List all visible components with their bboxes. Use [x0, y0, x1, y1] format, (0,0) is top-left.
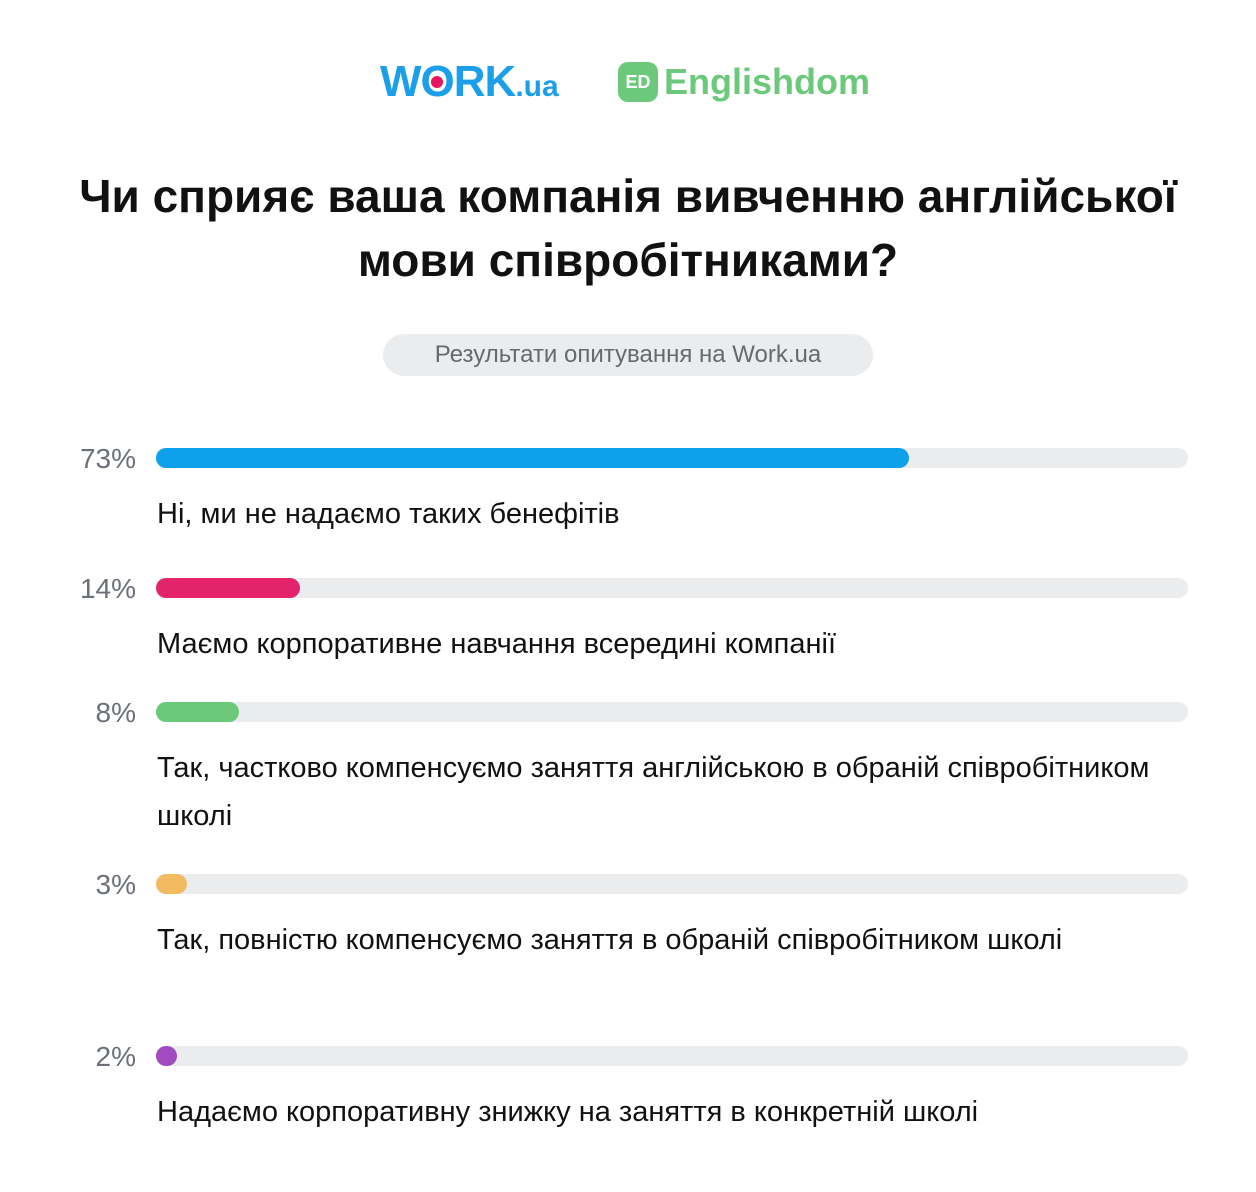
- bar-track: [156, 448, 1188, 468]
- bar: [156, 448, 910, 468]
- bar-value-label: 8%: [95, 697, 136, 728]
- englishdom-badge-icon: ED: [618, 62, 658, 102]
- bar-category-label: Так, частково компенсуємо заняття англій…: [157, 752, 1150, 832]
- work-ua-logo-o-icon: O: [421, 58, 455, 106]
- bar-track: [156, 1046, 1188, 1066]
- bar-category-label: Надаємо корпоративну знижку на заняття в…: [157, 1096, 979, 1128]
- survey-source-badge: Результати опитування на Work.ua: [383, 334, 873, 376]
- bar-category-label: Так, повністю компенсуємо заняття в обра…: [157, 924, 1063, 956]
- bar-value-label: 2%: [95, 1041, 136, 1072]
- bar: [156, 874, 187, 894]
- bar-value-label: 73%: [79, 443, 136, 474]
- bar: [156, 702, 239, 722]
- englishdom-logo: ED Englishdom: [618, 62, 870, 102]
- bar-track: [156, 702, 1188, 722]
- bar-track: [156, 578, 1188, 598]
- work-ua-logo: WORK.ua: [380, 57, 559, 106]
- bar-value-label: 14%: [79, 573, 136, 604]
- work-ua-logo-dot: [431, 76, 444, 88]
- chart-title: Чи сприяє ваша компанія вивченню англійс…: [79, 170, 1177, 286]
- bar-category-label: Маємо корпоративне навчання всередині ко…: [157, 628, 837, 660]
- bar-track: [156, 874, 1188, 894]
- bar-value-label: 3%: [95, 869, 136, 900]
- bar: [156, 578, 301, 598]
- logos-header: WORK.ua ED Englishdom: [0, 54, 1256, 114]
- englishdom-name: Englishdom: [664, 61, 870, 102]
- bar-category-label: Ні, ми не надаємо таких бенефітів: [157, 498, 620, 530]
- bar: [156, 1046, 177, 1066]
